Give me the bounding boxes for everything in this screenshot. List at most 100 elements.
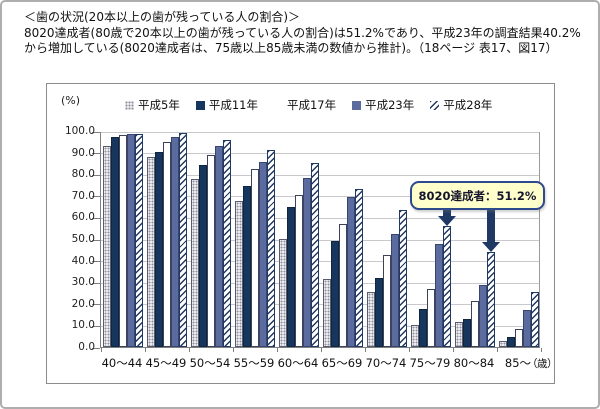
legend-item-平成28年: 平成28年 xyxy=(430,97,492,113)
bar-group-85〜 xyxy=(497,132,541,347)
y-tick-label: 90.0 xyxy=(71,146,95,159)
gridline xyxy=(101,196,539,197)
plot-area xyxy=(100,132,542,352)
y-tick-label: 20.0 xyxy=(71,297,95,310)
y-axis-tick xyxy=(92,326,100,327)
legend-label: 平成5年 xyxy=(138,98,180,112)
legend-item-平成5年: 平成5年 xyxy=(125,97,180,113)
bar-平成5年-40〜44 xyxy=(103,146,111,347)
legend-label: 平成17年 xyxy=(286,98,337,112)
gridline xyxy=(101,218,539,219)
legend-marker-平成11年 xyxy=(195,100,205,110)
x-tick-label: 70〜74 xyxy=(365,356,407,370)
bar-group-75〜79 xyxy=(409,132,453,347)
legend-marker-平成17年 xyxy=(273,100,283,110)
bar-平成28年-80〜84 xyxy=(487,251,495,347)
bar-平成11年-45〜49 xyxy=(155,152,163,347)
x-tick-label: 45〜49 xyxy=(145,356,187,370)
y-tick-label: 70.0 xyxy=(71,189,95,202)
arrow-head-icon xyxy=(482,241,500,252)
x-tick-label: 55〜59 xyxy=(233,356,275,370)
bar-平成5年-85〜 xyxy=(499,341,507,347)
header-title-line: ＜歯の状況(20本以上の歯が残っている人の割合)＞ xyxy=(24,10,301,24)
y-tick-label: 10.0 xyxy=(71,319,95,332)
bar-平成17年-65〜69 xyxy=(339,223,347,347)
gridline xyxy=(101,261,539,262)
legend-marker-平成5年 xyxy=(125,100,134,110)
bar-平成11年-40〜44 xyxy=(111,137,119,347)
x-tick-label: 60〜64 xyxy=(277,356,319,370)
x-tick-label: 40〜44 xyxy=(101,356,143,370)
header-body-line-2: から増加している(8020達成者は、75歳以上85歳未満の数値から推計)。（18… xyxy=(24,41,558,55)
bar-平成11年-75〜79 xyxy=(419,309,427,347)
y-axis-tick xyxy=(92,261,100,262)
callout-arrow-75〜79 xyxy=(438,210,456,226)
bar-平成5年-65〜69 xyxy=(323,279,331,347)
bar-平成17年-75〜79 xyxy=(427,288,435,347)
gridline xyxy=(101,326,539,327)
x-axis-tick xyxy=(497,348,498,352)
arrow-shaft xyxy=(443,210,451,216)
arrow-shaft xyxy=(487,210,495,242)
x-axis-tick xyxy=(189,348,190,352)
y-tick-label: 100.0 xyxy=(64,125,95,137)
bar-平成11年-70〜74 xyxy=(375,278,383,347)
bar-group-65〜69 xyxy=(321,132,365,347)
callout-arrow-80〜84 xyxy=(482,210,500,252)
bar-平成11年-50〜54 xyxy=(199,164,207,347)
y-tick-label: 0.0 xyxy=(78,341,95,353)
bar-平成23年-70〜74 xyxy=(391,234,399,347)
bar-group-45〜49 xyxy=(145,132,189,347)
bar-平成11年-65〜69 xyxy=(331,241,339,347)
bar-平成23年-60〜64 xyxy=(303,177,311,347)
y-axis-tick xyxy=(92,348,100,349)
bar-平成5年-70〜74 xyxy=(367,291,375,347)
bar-平成5年-50〜54 xyxy=(191,178,199,347)
bar-平成23年-75〜79 xyxy=(435,244,443,347)
bar-平成17年-60〜64 xyxy=(295,195,303,347)
y-axis-tick xyxy=(92,283,100,284)
chart-panel: (%) 平成5年 平成11年 平成17年 平成23年 平成28年 0.0 10.0 20.0… xyxy=(46,83,558,384)
callout-text: 8020達成者：51.2% xyxy=(418,188,537,203)
bar-平成11年-85〜 xyxy=(507,337,515,347)
bar-平成23年-50〜54 xyxy=(215,146,223,347)
bar-平成17年-70〜74 xyxy=(383,255,391,347)
y-axis-tick xyxy=(92,153,100,154)
y-axis-tick xyxy=(92,218,100,219)
x-axis-tick xyxy=(145,348,146,352)
y-tick-label: 50.0 xyxy=(71,233,95,245)
bar-平成28年-75〜79 xyxy=(443,225,451,347)
header-body-line-1: 8020達成者(80歳で20本以上の歯が残っている人の割合)は51.2%であり、… xyxy=(24,25,581,40)
bar-平成28年-65〜69 xyxy=(355,189,363,347)
gridline xyxy=(101,283,539,284)
x-tick-label: 75〜79 xyxy=(409,356,451,370)
legend-item-平成17年: 平成17年 xyxy=(273,97,337,113)
legend-marker-平成23年 xyxy=(352,100,362,110)
bar-平成28年-70〜74 xyxy=(399,210,407,347)
callout-8020-achievers: 8020達成者：51.2% xyxy=(410,181,545,210)
bar-平成5年-45〜49 xyxy=(147,156,155,347)
y-axis-tick xyxy=(92,240,100,241)
y-axis-tick xyxy=(92,175,100,176)
gridline xyxy=(101,132,539,133)
bar-平成5年-80〜84 xyxy=(455,321,463,347)
x-axis-tick xyxy=(365,348,366,352)
legend-label: 平成11年 xyxy=(208,98,258,112)
bar-平成28年-85〜 xyxy=(531,291,539,347)
y-axis-tick xyxy=(92,132,100,133)
bar-平成23年-85〜 xyxy=(523,310,531,347)
x-axis-tick xyxy=(541,348,542,352)
x-axis-unit-label: （歳） xyxy=(527,358,558,370)
bar-平成5年-75〜79 xyxy=(411,325,419,347)
bar-group-70〜74 xyxy=(365,132,409,347)
y-axis-tick xyxy=(92,304,100,305)
y-tick-label: 40.0 xyxy=(71,254,95,267)
x-tick-label: 85〜 xyxy=(504,356,532,370)
bar-平成28年-60〜64 xyxy=(311,163,319,347)
gridline xyxy=(101,153,539,154)
y-axis-tick xyxy=(92,196,100,197)
bar-平成23年-45〜49 xyxy=(171,137,179,347)
x-tick-label: 50〜54 xyxy=(189,356,231,370)
bar-平成23年-40〜44 xyxy=(127,133,135,347)
legend-marker-平成28年 xyxy=(430,100,440,110)
